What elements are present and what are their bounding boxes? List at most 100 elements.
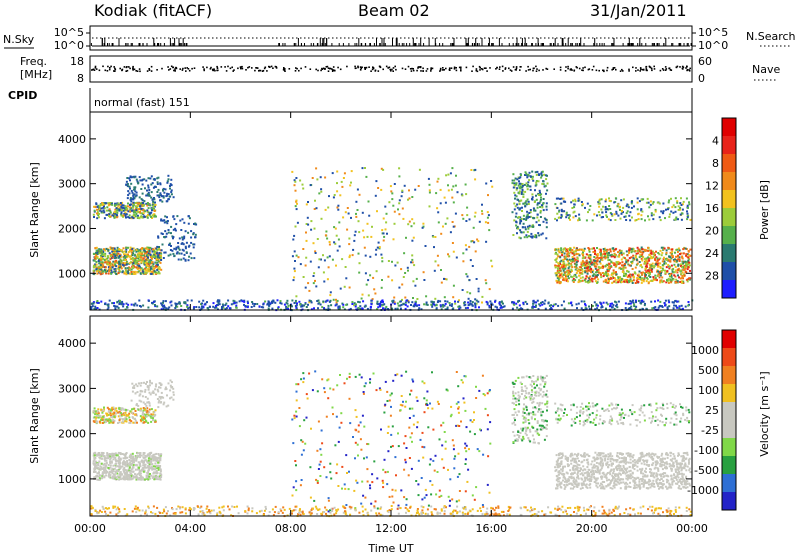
echo-point (528, 212, 531, 214)
echo-point (628, 264, 631, 267)
echo-point (97, 265, 100, 268)
echo-point (102, 471, 105, 474)
echo-point (154, 250, 157, 253)
echo-point (609, 276, 612, 279)
echo-point (100, 466, 103, 469)
echo-point (534, 209, 537, 212)
echo-point (110, 271, 113, 274)
echo-point (667, 279, 670, 282)
freq-point (185, 70, 187, 72)
echo-point (331, 172, 334, 175)
echo-point (462, 252, 465, 255)
echo-point (539, 216, 542, 218)
echo-point (175, 304, 178, 307)
echo-point (158, 246, 160, 248)
echo-point (152, 459, 155, 462)
echo-point (687, 250, 690, 252)
echo-point (118, 467, 121, 470)
echo-point (147, 211, 150, 214)
echo-point (560, 247, 563, 250)
echo-point (598, 248, 601, 251)
echo-point (674, 281, 677, 284)
echo-point (617, 203, 620, 206)
echo-point (132, 252, 134, 255)
freq-point (337, 66, 339, 69)
echo-point (582, 254, 584, 257)
echo-point (120, 205, 123, 208)
echo-point (556, 212, 559, 215)
echo-point (567, 273, 569, 276)
echo-point (683, 247, 686, 250)
echo-point (658, 270, 661, 273)
echo-point (114, 249, 116, 251)
echo-point (609, 200, 612, 203)
echo-point (201, 302, 203, 305)
freq-point (455, 69, 458, 72)
echo-point (418, 168, 421, 171)
freq-point (553, 68, 555, 70)
echo-point (645, 201, 648, 204)
echo-point (411, 258, 414, 261)
echo-point (98, 268, 101, 271)
echo-point (562, 269, 565, 272)
echo-point (130, 255, 132, 258)
echo-point (675, 304, 677, 307)
echo-point (287, 304, 290, 307)
echo-point (126, 207, 129, 210)
echo-point (179, 302, 181, 305)
echo-point (113, 260, 116, 263)
echo-point (357, 220, 360, 223)
echo-point (102, 466, 105, 469)
echo-point (587, 279, 590, 282)
freq-point (520, 66, 522, 68)
echo-point (428, 205, 431, 208)
freq-point (240, 67, 242, 70)
echo-point (533, 305, 536, 308)
echo-point (109, 215, 112, 218)
echo-point (620, 210, 623, 212)
echo-point (530, 232, 533, 235)
echo-point (345, 303, 348, 306)
echo-point (108, 268, 111, 270)
echo-point (587, 247, 590, 249)
echo-point (578, 248, 581, 251)
echo-point (294, 260, 296, 262)
echo-point (560, 208, 563, 211)
echo-point (326, 237, 329, 240)
echo-point (260, 306, 263, 309)
echo-point (156, 177, 159, 180)
freq-point (637, 69, 639, 71)
echo-point (531, 306, 534, 309)
freq-point (546, 68, 549, 70)
echo-point (135, 459, 138, 462)
echo-point (481, 301, 483, 304)
echo-point (129, 272, 132, 275)
echo-point (295, 199, 298, 202)
echo-point (515, 302, 518, 305)
echo-point (470, 303, 473, 306)
freq-point (387, 67, 389, 69)
echo-point (626, 260, 629, 263)
freq-point (148, 68, 150, 70)
echo-point (341, 258, 344, 261)
echo-point (154, 201, 156, 204)
echo-point (636, 208, 639, 211)
echo-point (161, 195, 163, 198)
echo-point (123, 207, 126, 210)
echo-point (129, 175, 132, 178)
echo-point (192, 243, 195, 246)
echo-point (138, 264, 141, 267)
echo-point (135, 207, 138, 210)
echo-point (324, 234, 327, 237)
freq-point (439, 67, 442, 70)
echo-point (557, 264, 560, 267)
echo-point (564, 271, 567, 274)
echo-point (148, 203, 151, 206)
echo-point (537, 232, 540, 235)
echo-point (138, 461, 141, 464)
echo-point (293, 250, 296, 253)
echo-point (99, 258, 102, 261)
echo-point (677, 208, 680, 211)
freq-point (653, 68, 656, 70)
echo-point (150, 175, 153, 178)
